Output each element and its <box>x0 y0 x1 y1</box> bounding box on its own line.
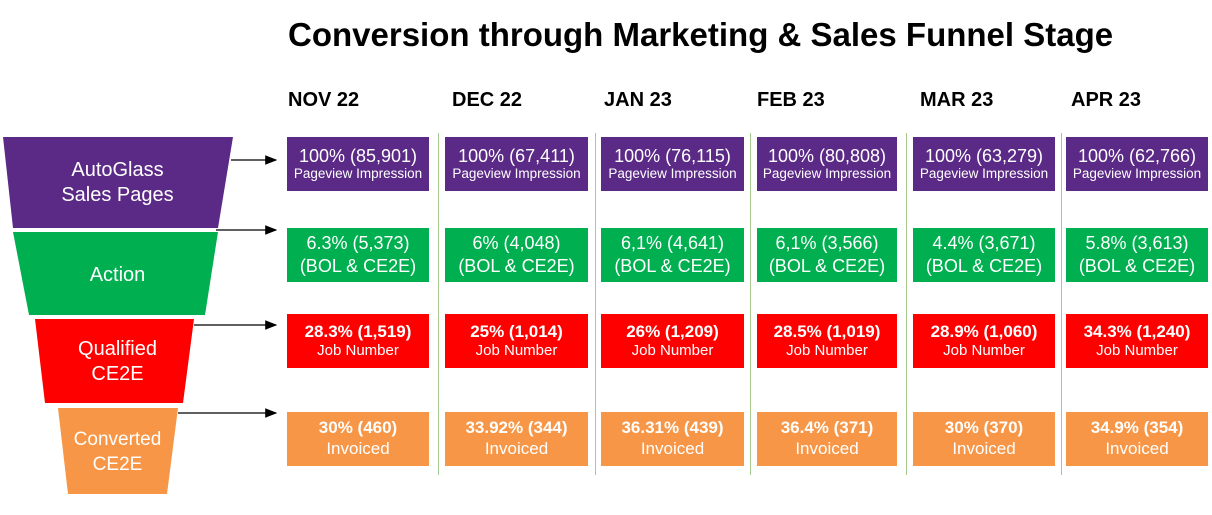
action-value: 6.3% (5,373) <box>306 233 410 253</box>
action-cell: 6% (4,048) (BOL & CE2E) <box>445 228 588 282</box>
funnel-stage-sales-pages <box>3 137 233 228</box>
pageview-value: 100% (80,808) <box>767 146 887 166</box>
qualified-cell: 25% (1,014) Job Number <box>445 314 588 368</box>
qualified-value: 28.3% (1,519) <box>304 322 412 341</box>
qualified-sublabel: Job Number <box>631 342 714 359</box>
qualified-sublabel: Job Number <box>317 342 399 359</box>
converted-value: 34.9% (354) <box>1090 418 1184 437</box>
converted-value: 36.31% (439) <box>621 418 724 437</box>
converted-cell: 36.31% (439) Invoiced <box>601 412 744 466</box>
action-value: 6,1% (4,641) <box>620 233 725 253</box>
converted-value: 36.4% (371) <box>780 418 874 437</box>
qualified-sublabel: Job Number <box>475 342 558 359</box>
funnel-arrows <box>178 155 278 418</box>
action-cell: 4.4% (3,671) (BOL & CE2E) <box>913 228 1055 282</box>
pageview-sublabel: Pageview Impression <box>762 166 892 181</box>
converted-cell: 33.92% (344) Invoiced <box>445 412 588 466</box>
converted-cell: 36.4% (371) Invoiced <box>757 412 897 466</box>
qualified-value: 26% (1,209) <box>626 322 719 341</box>
action-sublabel: (BOL & CE2E) <box>1078 256 1196 276</box>
action-sublabel: (BOL & CE2E) <box>299 256 417 276</box>
converted-sublabel: Invoiced <box>640 439 705 458</box>
column-divider <box>438 133 439 475</box>
converted-sublabel: Invoiced <box>1105 439 1169 458</box>
funnel-graphic <box>3 137 233 494</box>
action-sublabel: (BOL & CE2E) <box>925 256 1043 276</box>
pageview-cell: 100% (80,808) Pageview Impression <box>757 137 897 191</box>
pageview-cell: 100% (62,766) Pageview Impression <box>1066 137 1208 191</box>
action-value: 6% (4,048) <box>472 233 561 253</box>
qualified-value: 28.5% (1,019) <box>773 322 881 341</box>
pageview-cell: 100% (76,115) Pageview Impression <box>601 137 744 191</box>
pageview-value: 100% (76,115) <box>614 146 731 166</box>
pageview-value: 100% (63,279) <box>924 146 1044 166</box>
action-value: 6,1% (3,566) <box>775 233 879 253</box>
pageview-sublabel: Pageview Impression <box>1072 166 1202 181</box>
month-header-mar-23: MAR 23 <box>920 89 994 111</box>
pageview-sublabel: Pageview Impression <box>452 166 581 181</box>
converted-value: 33.92% (344) <box>465 418 568 437</box>
pageview-sublabel: Pageview Impression <box>608 166 737 181</box>
pageview-sublabel: Pageview Impression <box>293 166 423 181</box>
pageview-cell: 100% (63,279) Pageview Impression <box>913 137 1055 191</box>
column-divider <box>906 133 907 475</box>
converted-sublabel: Invoiced <box>326 439 390 458</box>
converted-value: 30% (460) <box>318 418 398 437</box>
qualified-cell: 28.5% (1,019) Job Number <box>757 314 897 368</box>
pageview-value: 100% (67,411) <box>458 146 575 166</box>
qualified-sublabel: Job Number <box>1096 342 1178 359</box>
converted-cell: 30% (370) Invoiced <box>913 412 1055 466</box>
qualified-value: 34.3% (1,240) <box>1083 322 1191 341</box>
pageview-sublabel: Pageview Impression <box>919 166 1049 181</box>
column-divider <box>750 133 751 475</box>
qualified-cell: 28.9% (1,060) Job Number <box>913 314 1055 368</box>
qualified-value: 28.9% (1,060) <box>930 322 1038 341</box>
qualified-cell: 28.3% (1,519) Job Number <box>287 314 429 368</box>
diagram-title: Conversion through Marketing & Sales Fun… <box>288 16 1114 53</box>
month-header-apr-23: APR 23 <box>1071 89 1142 111</box>
converted-value: 30% (370) <box>944 418 1024 437</box>
action-sublabel: (BOL & CE2E) <box>768 256 886 276</box>
action-value: 5.8% (3,613) <box>1085 233 1189 253</box>
qualified-value: 25% (1,014) <box>470 322 563 341</box>
qualified-cell: 34.3% (1,240) Job Number <box>1066 314 1208 368</box>
action-cell: 5.8% (3,613) (BOL & CE2E) <box>1066 228 1208 282</box>
action-sublabel: (BOL & CE2E) <box>458 256 575 276</box>
column-divider <box>1061 133 1062 475</box>
action-cell: 6,1% (3,566) (BOL & CE2E) <box>757 228 897 282</box>
month-header-jan-23: JAN 23 <box>604 89 672 111</box>
action-cell: 6.3% (5,373) (BOL & CE2E) <box>287 228 429 282</box>
action-cell: 6,1% (4,641) (BOL & CE2E) <box>601 228 744 282</box>
converted-cell: 34.9% (354) Invoiced <box>1066 412 1208 466</box>
action-sublabel: (BOL & CE2E) <box>614 256 731 276</box>
qualified-cell: 26% (1,209) Job Number <box>601 314 744 368</box>
converted-cell: 30% (460) Invoiced <box>287 412 429 466</box>
qualified-sublabel: Job Number <box>943 342 1025 359</box>
funnel-label-converted: Converted CE2E <box>73 429 162 475</box>
action-value: 4.4% (3,671) <box>932 233 1036 253</box>
converted-sublabel: Invoiced <box>952 439 1016 458</box>
converted-sublabel: Invoiced <box>484 439 549 458</box>
pageview-cell: 100% (67,411) Pageview Impression <box>445 137 588 191</box>
funnel-label-action: Action <box>89 264 146 286</box>
funnel-stage-action <box>13 232 218 315</box>
funnel-label-sales-pages: AutoGlass Sales Pages <box>61 159 174 206</box>
month-header-dec-22: DEC 22 <box>452 89 523 111</box>
month-header-nov-22: NOV 22 <box>288 89 360 111</box>
converted-sublabel: Invoiced <box>795 439 859 458</box>
column-divider <box>595 133 596 475</box>
pageview-value: 100% (62,766) <box>1077 146 1197 166</box>
pageview-cell: 100% (85,901) Pageview Impression <box>287 137 429 191</box>
funnel-stage-converted <box>58 408 178 494</box>
funnel-stage-qualified <box>35 319 194 403</box>
qualified-sublabel: Job Number <box>786 342 868 359</box>
funnel-label-qualified: Qualified CE2E <box>78 338 157 385</box>
month-header-feb-23: FEB 23 <box>757 89 825 111</box>
pageview-value: 100% (85,901) <box>298 146 418 166</box>
